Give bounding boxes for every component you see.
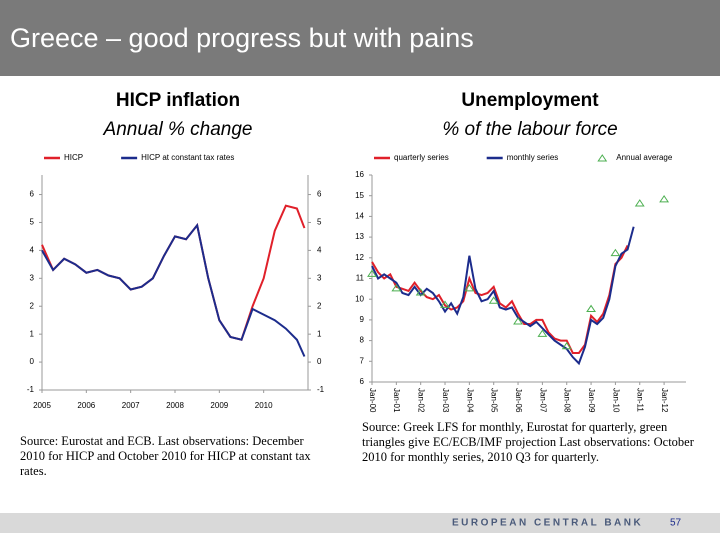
x-tick-label: 2005 bbox=[33, 401, 51, 410]
x-tick-label: Jan-00 bbox=[368, 388, 377, 413]
marker bbox=[440, 300, 450, 308]
footer-bank: EUROPEAN CENTRAL BANK bbox=[452, 518, 643, 529]
x-tick-label: Jan-12 bbox=[660, 388, 669, 413]
chart-subtitle: % of the labour force bbox=[442, 119, 617, 140]
y-tick-label-right: 6 bbox=[317, 190, 322, 199]
legend-label: HICP at constant tax rates bbox=[141, 153, 234, 162]
marker bbox=[464, 283, 475, 292]
y-tick-label: 16 bbox=[355, 170, 364, 179]
series-line bbox=[371, 226, 635, 366]
x-tick-label: 2009 bbox=[210, 401, 228, 410]
legend-label: HICP bbox=[64, 153, 83, 162]
x-tick-label: 2008 bbox=[166, 401, 184, 410]
marker bbox=[561, 341, 572, 350]
marker bbox=[391, 283, 402, 292]
marker bbox=[488, 296, 499, 304]
y-tick-label: 6 bbox=[30, 190, 35, 199]
legend-label: monthly series bbox=[507, 153, 559, 162]
x-tick-label: Jan-09 bbox=[587, 388, 596, 413]
chart-title: HICP inflation bbox=[116, 90, 240, 111]
y-tick-label-right: 3 bbox=[317, 273, 322, 282]
x-tick-label: Jan-05 bbox=[490, 388, 499, 413]
chart-title: Unemployment bbox=[461, 90, 599, 111]
y-tick-label-right: 5 bbox=[317, 218, 322, 227]
page-number: 57 bbox=[670, 518, 682, 529]
y-tick-label: 15 bbox=[355, 191, 364, 200]
chart-subtitle: Annual % change bbox=[103, 119, 253, 140]
y-tick-label-right: 0 bbox=[317, 357, 322, 366]
y-tick-label: 11 bbox=[356, 274, 365, 283]
marker bbox=[537, 329, 548, 337]
x-tick-label: 2007 bbox=[122, 401, 140, 410]
y-tick-label: 6 bbox=[360, 377, 365, 386]
x-tick-label: Jan-02 bbox=[417, 388, 426, 413]
y-tick-label: 13 bbox=[355, 232, 364, 241]
legend-label: quarterly series bbox=[394, 153, 449, 162]
y-tick-label: -1 bbox=[27, 385, 35, 394]
y-tick-label-right: 2 bbox=[317, 301, 322, 310]
marker bbox=[415, 288, 426, 296]
y-tick-label-right: 1 bbox=[317, 329, 322, 338]
y-tick-label: 12 bbox=[355, 253, 364, 262]
footer-bar bbox=[0, 513, 720, 533]
marker bbox=[513, 317, 523, 325]
x-tick-label: Jan-04 bbox=[465, 388, 474, 413]
marker bbox=[610, 248, 621, 257]
y-tick-label: 3 bbox=[30, 273, 35, 282]
legend-swatch bbox=[597, 154, 608, 162]
y-tick-label: 1 bbox=[30, 329, 35, 338]
legend-label: Annual average bbox=[616, 153, 673, 162]
x-tick-label: Jan-06 bbox=[514, 388, 523, 413]
source-note: Source: Eurostat and ECB. Last observati… bbox=[20, 434, 311, 478]
marker bbox=[367, 269, 377, 277]
series-line bbox=[371, 244, 629, 355]
x-tick-label: Jan-01 bbox=[392, 388, 401, 413]
y-tick-label: 4 bbox=[30, 245, 35, 254]
series-line bbox=[41, 222, 306, 357]
marker bbox=[586, 304, 597, 313]
y-tick-label: 14 bbox=[355, 212, 364, 221]
source-note: Source: Greek LFS for monthly, Eurostat … bbox=[362, 420, 694, 464]
marker bbox=[659, 194, 670, 203]
x-tick-label: Jan-10 bbox=[611, 388, 620, 413]
y-tick-label: 0 bbox=[30, 357, 35, 366]
title-bar bbox=[0, 0, 720, 76]
series-line bbox=[41, 204, 306, 341]
x-tick-label: 2006 bbox=[77, 401, 95, 410]
x-tick-label: Jan-11 bbox=[636, 388, 645, 412]
y-tick-label: 8 bbox=[360, 336, 365, 345]
y-tick-label-right: -1 bbox=[317, 385, 325, 394]
slide-title: Greece – good progress but with pains bbox=[10, 23, 474, 53]
y-tick-label: 2 bbox=[30, 301, 35, 310]
x-tick-label: Jan-07 bbox=[538, 388, 547, 413]
y-tick-label: 10 bbox=[355, 294, 364, 303]
x-tick-label: Jan-03 bbox=[441, 388, 450, 413]
y-tick-label-right: 4 bbox=[317, 245, 322, 254]
y-tick-label: 7 bbox=[360, 356, 365, 365]
x-tick-label: 2010 bbox=[255, 401, 273, 410]
y-tick-label: 5 bbox=[30, 218, 35, 227]
marker bbox=[634, 199, 645, 207]
x-tick-label: Jan-08 bbox=[563, 388, 572, 413]
y-tick-label: 9 bbox=[360, 315, 365, 324]
